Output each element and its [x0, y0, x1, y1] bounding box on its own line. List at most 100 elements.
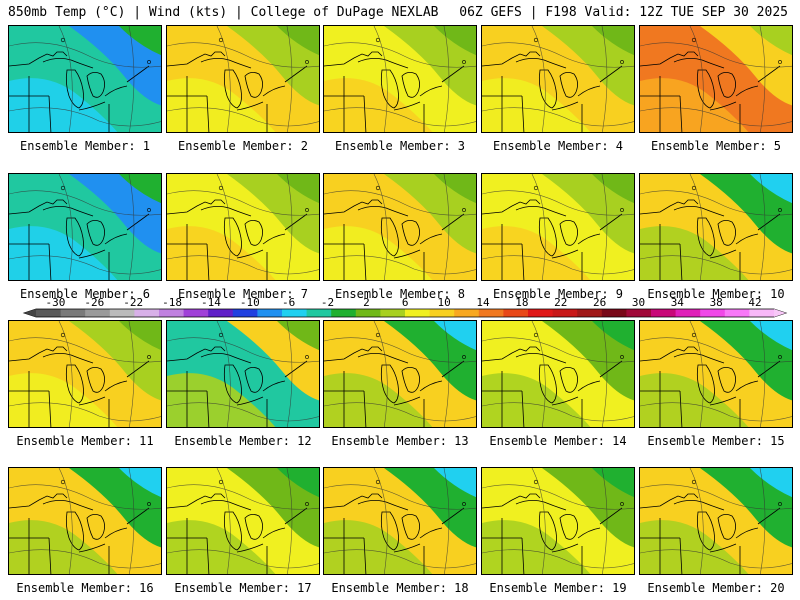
colorbar-segment: [85, 309, 111, 317]
colorbar-segment: [380, 309, 406, 317]
colorbar-segment: [478, 309, 504, 317]
colorbar-left-arrow: [24, 309, 36, 317]
ensemble-member-label: Ensemble Member: 7: [177, 287, 309, 301]
colorbar-segment: [282, 309, 308, 317]
colorbar-tick-label: -18: [162, 296, 182, 309]
colorbar-tick-label: 26: [592, 296, 607, 309]
ensemble-member-panel: [481, 25, 635, 133]
colorbar-segment: [208, 309, 234, 317]
colorbar-segment: [528, 309, 554, 317]
temperature-map: [167, 26, 319, 132]
colorbar-segment: [109, 309, 135, 317]
ensemble-member-panel: [166, 320, 320, 428]
temperature-map: [640, 321, 792, 427]
ensemble-member-panel: [166, 173, 320, 281]
ensemble-member-label: Ensemble Member: 3: [334, 139, 466, 153]
colorbar-segment: [626, 309, 652, 317]
ensemble-member-panel: [8, 173, 162, 281]
colorbar-right-arrow: [774, 309, 786, 317]
ensemble-member-panel: [323, 467, 477, 575]
temperature-map: [9, 321, 161, 427]
temperature-map: [482, 174, 634, 280]
colorbar-segment: [429, 309, 455, 317]
colorbar-segment: [700, 309, 726, 317]
colorbar-segment: [724, 309, 750, 317]
ensemble-member-label: Ensemble Member: 19: [489, 581, 627, 595]
ensemble-member-panel: [639, 467, 793, 575]
ensemble-member-panel: [323, 320, 477, 428]
ensemble-member-panel: [8, 467, 162, 575]
colorbar-tick-label: 34: [670, 296, 684, 309]
ensemble-member-label: Ensemble Member: 6: [19, 287, 151, 301]
temperature-map: [482, 26, 634, 132]
colorbar-segment: [232, 309, 258, 317]
temperature-map: [9, 468, 161, 574]
colorbar-segment: [36, 309, 62, 317]
ensemble-member-label: Ensemble Member: 8: [334, 287, 466, 301]
temperature-map: [482, 321, 634, 427]
temperature-map: [324, 321, 476, 427]
ensemble-member-panel: [323, 25, 477, 133]
temperature-colorbar: [22, 308, 788, 318]
ensemble-member-label: Ensemble Member: 17: [174, 581, 312, 595]
temperature-map: [640, 468, 792, 574]
colorbar-tick-label: 30: [631, 296, 646, 309]
ensemble-member-panel: [8, 320, 162, 428]
ensemble-member-panel: [481, 173, 635, 281]
colorbar-tick-label: 18: [515, 296, 529, 309]
ensemble-member-label: Ensemble Member: 12: [174, 434, 312, 448]
colorbar-segment: [60, 309, 86, 317]
ensemble-member-label: Ensemble Member: 4: [492, 139, 624, 153]
ensemble-member-panel: [481, 320, 635, 428]
temperature-map: [167, 468, 319, 574]
temperature-map: [167, 321, 319, 427]
ensemble-member-panel: [639, 25, 793, 133]
temperature-map: [482, 468, 634, 574]
ensemble-member-label: Ensemble Member: 5: [650, 139, 782, 153]
ensemble-member-panel: [166, 467, 320, 575]
colorbar-tick-label: 6: [401, 296, 409, 309]
temperature-map: [640, 174, 792, 280]
ensemble-member-panel: [481, 467, 635, 575]
ensemble-member-label: Ensemble Member: 18: [331, 581, 469, 595]
ensemble-member-label: Ensemble Member: 20: [647, 581, 785, 595]
colorbar-segment: [601, 309, 627, 317]
colorbar-segment: [577, 309, 603, 317]
colorbar-segment: [405, 309, 431, 317]
temperature-map: [9, 26, 161, 132]
ensemble-member-label: Ensemble Member: 13: [331, 434, 469, 448]
ensemble-member-label: Ensemble Member: 9: [492, 287, 624, 301]
colorbar-segment: [503, 309, 529, 317]
ensemble-member-label: Ensemble Member: 2: [177, 139, 309, 153]
colorbar-segment: [183, 309, 209, 317]
colorbar-tick-label: 14: [476, 296, 490, 309]
ensemble-member-label: Ensemble Member: 11: [16, 434, 154, 448]
colorbar-tick-label: -2: [320, 296, 335, 309]
ensemble-member-label: Ensemble Member: 1: [19, 139, 151, 153]
ensemble-member-panel: [8, 25, 162, 133]
colorbar-tick-label: 2: [363, 296, 370, 309]
temperature-map: [324, 26, 476, 132]
ensemble-member-label: Ensemble Member: 16: [16, 581, 154, 595]
ensemble-member-panel: [639, 173, 793, 281]
colorbar-tick-label: 22: [554, 296, 568, 309]
colorbar-segment: [749, 309, 775, 317]
colorbar-segment: [159, 309, 185, 317]
ensemble-member-label: Ensemble Member: 10: [647, 287, 785, 301]
temperature-map: [167, 174, 319, 280]
colorbar-segment: [331, 309, 357, 317]
ensemble-member-label: Ensemble Member: 14: [489, 434, 627, 448]
temperature-map: [324, 174, 476, 280]
temperature-map: [324, 468, 476, 574]
colorbar-tick-label: 42: [748, 296, 762, 309]
colorbar-tick-label: -22: [123, 296, 144, 309]
colorbar-tick-label: 10: [437, 296, 451, 309]
ensemble-member-panel: [639, 320, 793, 428]
colorbar-segment: [355, 309, 381, 317]
colorbar-tick-label: 38: [709, 296, 723, 309]
temperature-map: [9, 174, 161, 280]
colorbar-segment: [675, 309, 701, 317]
colorbar-segment: [552, 309, 578, 317]
colorbar-tick-label: -30: [45, 296, 66, 309]
colorbar-segment: [306, 309, 332, 317]
